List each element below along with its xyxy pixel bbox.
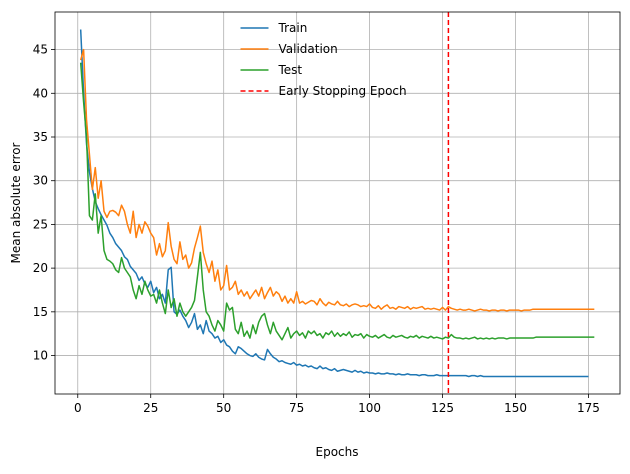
x-axis-label: Epochs bbox=[316, 445, 359, 459]
line-series bbox=[79, 48, 595, 312]
y-tick-label: 10 bbox=[33, 349, 48, 363]
y-tick-label: 30 bbox=[33, 174, 48, 188]
x-tick-label: 25 bbox=[143, 401, 158, 415]
y-tick-label: 20 bbox=[33, 261, 48, 275]
x-tick-label: 75 bbox=[289, 401, 304, 415]
y-tick-label: 25 bbox=[33, 217, 48, 231]
legend-label: Early Stopping Epoch bbox=[279, 84, 407, 98]
line-series bbox=[79, 62, 595, 341]
x-tick-label: 125 bbox=[431, 401, 454, 415]
plot-frame bbox=[54, 11, 621, 395]
x-tick-label: 175 bbox=[577, 401, 600, 415]
x-tick-label: 150 bbox=[504, 401, 527, 415]
y-tick-label: 45 bbox=[33, 43, 48, 57]
x-tick-label: 100 bbox=[358, 401, 381, 415]
y-tick-label: 15 bbox=[33, 305, 48, 319]
legend-label: Test bbox=[278, 63, 303, 77]
legend-label: Validation bbox=[279, 42, 338, 56]
x-tick-label: 50 bbox=[216, 401, 231, 415]
x-tick-label: 0 bbox=[74, 401, 82, 415]
y-axis-label: Mean absolute error bbox=[9, 142, 23, 263]
line-series bbox=[79, 29, 589, 378]
y-tick-label: 40 bbox=[33, 86, 48, 100]
legend-label: Train bbox=[278, 21, 308, 35]
y-tick-label: 35 bbox=[33, 130, 48, 144]
